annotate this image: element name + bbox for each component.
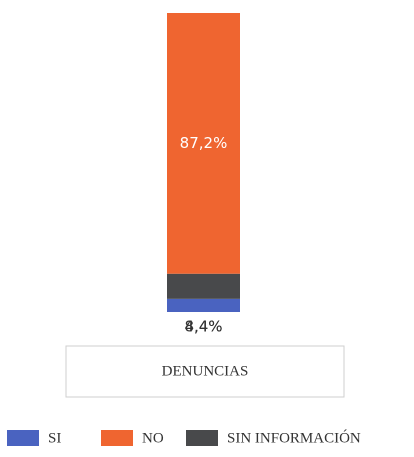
legend-swatch xyxy=(101,430,133,446)
legend-label: SIN INFORMACIÓN xyxy=(227,429,361,446)
legend-swatch xyxy=(186,430,218,446)
data-label: 87,2% xyxy=(180,134,228,152)
legend-label: NO xyxy=(142,430,164,446)
legend-swatch xyxy=(7,430,39,446)
data-label: 8,4% xyxy=(184,318,222,336)
bar-segment xyxy=(167,273,240,299)
category-box xyxy=(65,345,345,398)
bar-segment xyxy=(167,298,240,312)
x-tick-label: DENUNCIAS xyxy=(162,363,249,379)
data-label: 4,4% xyxy=(184,318,222,336)
legend-label: SI xyxy=(48,430,61,446)
bar-segment xyxy=(167,13,240,274)
